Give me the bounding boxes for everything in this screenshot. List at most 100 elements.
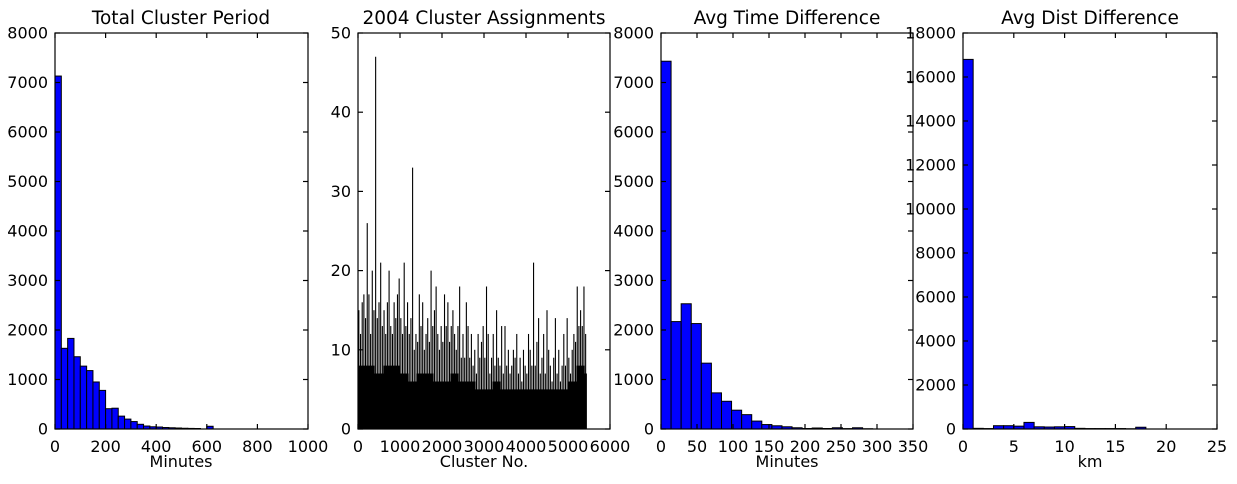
x-axis-label-minutes-2: Minutes — [755, 452, 819, 471]
y-tick-label: 10 — [331, 340, 351, 359]
y-tick-label: 10000 — [905, 200, 956, 219]
y-tick-label: 12000 — [905, 156, 956, 175]
x-axis-label-km: km — [1077, 452, 1103, 471]
y-tick-label: 8000 — [915, 244, 956, 263]
y-tick-label: 0 — [341, 420, 351, 439]
x-tick-label: 0 — [656, 437, 666, 456]
y-tick-label: 4000 — [613, 222, 654, 241]
x-tick-label: 3000 — [464, 437, 505, 456]
histogram-bar — [98, 389, 107, 430]
histogram-bar — [117, 415, 126, 430]
histogram-bar — [751, 420, 763, 430]
histogram-bar — [111, 407, 119, 430]
y-tick-label: 1000 — [7, 370, 48, 389]
histogram-bar — [79, 365, 88, 430]
x-tick-label: 250 — [826, 437, 857, 456]
histogram-bar — [67, 337, 75, 430]
y-tick-label: 7000 — [7, 73, 48, 92]
y-tick-label: 4000 — [7, 222, 48, 241]
histogram-bar — [761, 424, 773, 430]
y-tick-label: 20 — [331, 261, 351, 280]
histogram-bar — [962, 58, 974, 430]
x-tick-label: 300 — [862, 437, 893, 456]
histogram-bar — [710, 392, 722, 430]
x-axis-label-cluster-no: Cluster No. — [439, 452, 529, 471]
x-tick-label: 200 — [790, 437, 821, 456]
x-tick-label: 6000 — [590, 437, 631, 456]
y-tick-label: 8000 — [7, 24, 48, 43]
x-tick-label: 10 — [1054, 437, 1074, 456]
x-tick-label: 800 — [242, 437, 273, 456]
histogram-bar — [680, 303, 692, 430]
x-tick-label: 2000 — [422, 437, 463, 456]
x-tick-label: 350 — [898, 437, 929, 456]
chart-title-total-cluster-period: Total Cluster Period — [91, 8, 271, 29]
x-tick-label: 0 — [50, 437, 60, 456]
chart-title-cluster-assignments: 2004 Cluster Assignments — [362, 8, 606, 29]
x-tick-label: 0 — [958, 437, 968, 456]
axes-frame — [962, 32, 1218, 430]
histogram-bar — [130, 421, 138, 430]
x-tick-label: 400 — [141, 437, 172, 456]
histogram-bar — [136, 423, 145, 430]
x-tick-label: 15 — [1105, 437, 1125, 456]
axes-frame — [54, 32, 309, 430]
y-tick-label: 18000 — [905, 24, 956, 43]
x-tick-label: 5 — [1009, 437, 1019, 456]
histogram-bar — [105, 408, 113, 430]
subplot-cluster-assignments: 0 1000 2000 3000 4000 5000 6000 0 10 20 30 40 50 — [331, 24, 631, 457]
y-tick-label: 5000 — [613, 172, 654, 191]
y-tick-label: 6000 — [915, 288, 956, 307]
y-tick-label: 6000 — [613, 123, 654, 142]
histogram-bar — [124, 418, 132, 430]
y-tick-label: 7000 — [613, 73, 654, 92]
y-tick-label: 40 — [331, 103, 351, 122]
y-tick-label: 3000 — [7, 271, 48, 290]
subplot-avg-dist-difference: 0 5 10 15 20 25 0 2000 4000 6000 8000 10000 12000 140… — [905, 24, 1227, 457]
y-tick-label: 2000 — [915, 376, 956, 395]
y-tick-label: 0 — [38, 420, 48, 439]
histogram-bar — [720, 400, 733, 430]
y-tick-label: 0 — [946, 420, 956, 439]
y-tick-label: 6000 — [7, 123, 48, 142]
y-tick-label: 0 — [644, 420, 654, 439]
y-tick-label: 16000 — [905, 68, 956, 87]
y-tick-label: 14000 — [905, 112, 956, 131]
x-tick-label: 100 — [718, 437, 749, 456]
histogram-bar — [1023, 421, 1035, 430]
histogram-bar — [92, 381, 100, 430]
histogram-bar — [54, 75, 62, 430]
x-tick-label: 25 — [1207, 437, 1227, 456]
y-tick-label: 2000 — [613, 321, 654, 340]
x-tick-label: 150 — [754, 437, 785, 456]
y-tick-label: 2000 — [7, 321, 48, 340]
histogram-bar — [60, 347, 69, 430]
y-tick-label: 4000 — [915, 332, 956, 351]
x-tick-label: 20 — [1156, 437, 1176, 456]
x-tick-label: 600 — [192, 437, 223, 456]
histogram-bar — [741, 414, 753, 430]
y-tick-label: 3000 — [613, 271, 654, 290]
histogram-bar — [690, 323, 702, 430]
chart-title-avg-time-difference: Avg Time Difference — [693, 8, 881, 29]
y-tick-label: 30 — [331, 182, 351, 201]
y-tick-label: 5000 — [7, 172, 48, 191]
histogram-bar — [670, 321, 682, 430]
x-tick-label: 200 — [90, 437, 121, 456]
x-axis-label-minutes-1: Minutes — [149, 452, 213, 471]
subplot-avg-time-difference: 0 50 100 150 200 250 300 350 0 1000 2000 3000 4000 50… — [613, 24, 928, 457]
y-tick-label: 1000 — [613, 370, 654, 389]
histogram-bar — [700, 362, 712, 430]
y-tick-label: 8000 — [613, 24, 654, 43]
x-tick-label: 5000 — [548, 437, 589, 456]
y-tick-label: 50 — [331, 24, 351, 43]
x-tick-label: 50 — [687, 437, 707, 456]
histogram-bar — [86, 370, 94, 430]
chart-title-avg-dist-difference: Avg Dist Difference — [1001, 8, 1179, 29]
x-tick-label: 1000 — [288, 437, 329, 456]
x-tick-label: 0 — [353, 437, 363, 456]
x-tick-label: 4000 — [506, 437, 547, 456]
histogram-bar — [73, 356, 81, 430]
